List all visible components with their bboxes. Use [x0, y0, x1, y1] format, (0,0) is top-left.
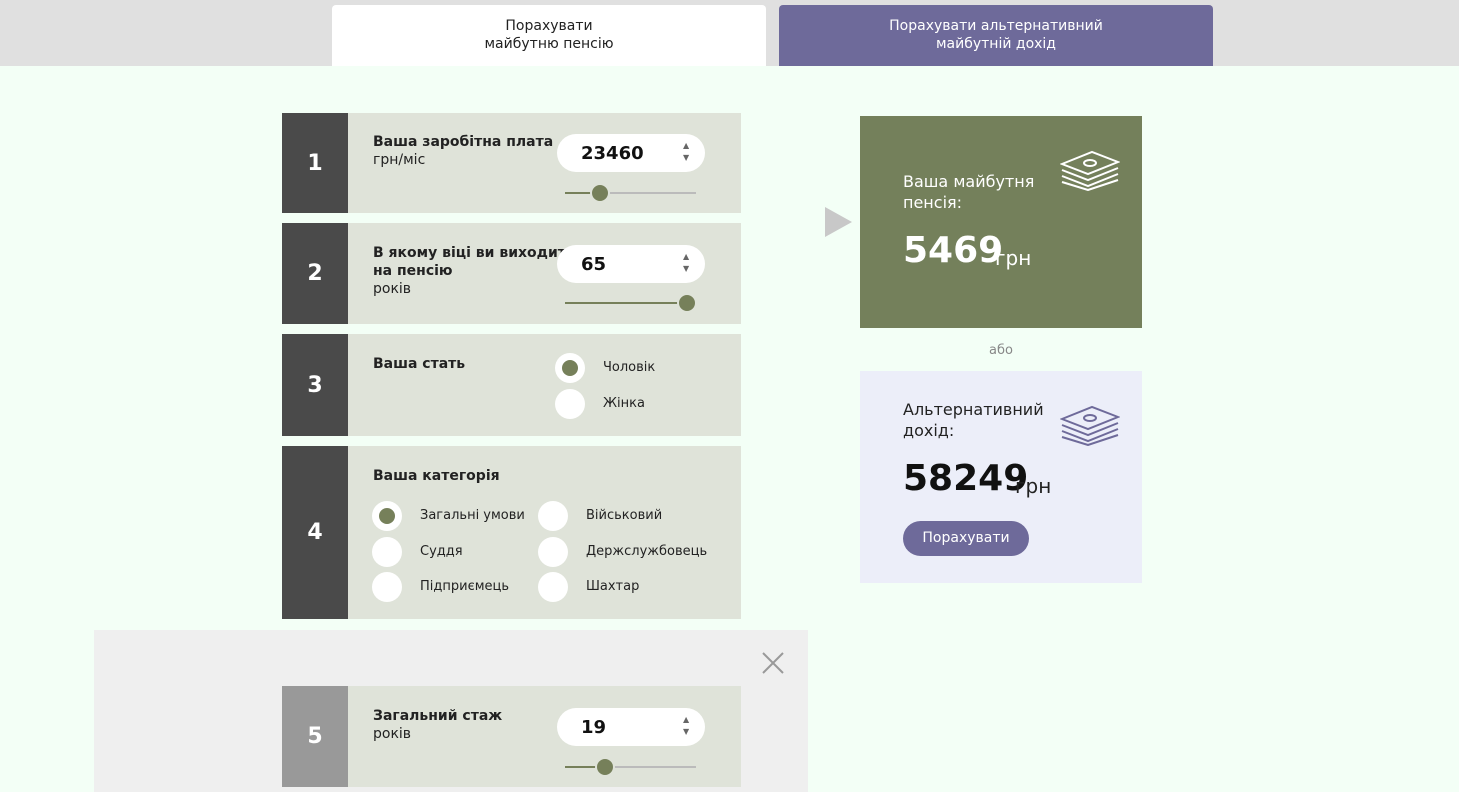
alternative-card: Альтернативний дохід: 58249 грн Порахува…: [860, 371, 1142, 583]
alternative-currency: грн: [1015, 474, 1052, 498]
spinner[interactable]: ▲ ▼: [683, 252, 690, 273]
slider[interactable]: [565, 757, 696, 777]
step-label: Ваша категорія: [373, 468, 500, 484]
input-value: 65: [581, 254, 607, 275]
option-label[interactable]: Держслужбовець: [586, 544, 708, 559]
or-label: або: [989, 343, 1013, 358]
tab-line: майбутню пенсію: [484, 36, 614, 52]
radio[interactable]: [538, 572, 568, 602]
step-label: Ваша стать: [373, 356, 466, 372]
slider[interactable]: [565, 183, 696, 203]
step-number: 3: [282, 334, 348, 436]
pension-amount: 5469: [903, 230, 1004, 271]
step-label: В якому віці ви виходите: [373, 245, 576, 261]
step-card: [348, 334, 741, 436]
number-input[interactable]: 19 ▲ ▼: [557, 708, 705, 746]
alternative-title: дохід:: [903, 421, 955, 440]
arrow: [825, 207, 852, 237]
alternative-amount: 58249: [903, 458, 1029, 499]
step-unit: грн/міс: [373, 152, 426, 168]
radio[interactable]: [555, 353, 585, 383]
option-label[interactable]: Суддя: [420, 544, 463, 559]
close-button[interactable]: [761, 651, 785, 675]
step-number: 5: [282, 686, 348, 787]
slider-thumb[interactable]: [595, 757, 615, 777]
pension-title: пенсія:: [903, 193, 963, 212]
spinner[interactable]: ▲ ▼: [683, 715, 690, 736]
slider-thumb[interactable]: [677, 293, 697, 313]
tab-line: Порахувати альтернативний: [889, 18, 1103, 34]
step-label: Ваша заробітна плата: [373, 134, 554, 150]
step-label: на пенсію: [373, 263, 453, 279]
slider-thumb[interactable]: [590, 183, 610, 203]
pension-title: Ваша майбутня: [903, 172, 1035, 191]
money-icon: [1060, 405, 1120, 446]
number-input[interactable]: 23460 ▲ ▼: [557, 134, 705, 172]
tab-pension[interactable]: Порахувати майбутню пенсію: [332, 5, 766, 66]
option-label[interactable]: Чоловік: [603, 360, 656, 375]
pension-currency: грн: [995, 246, 1032, 270]
number-input[interactable]: 65 ▲ ▼: [557, 245, 705, 283]
slider[interactable]: [565, 293, 697, 313]
money-icon: [1060, 150, 1120, 191]
option-label[interactable]: Військовий: [586, 508, 663, 523]
option-label[interactable]: Жінка: [603, 396, 645, 411]
tab-line: майбутній дохід: [935, 36, 1056, 52]
option-label[interactable]: Шахтар: [586, 579, 640, 594]
tab-line: Порахувати: [505, 18, 593, 34]
radio[interactable]: [372, 501, 402, 531]
pension-card: Ваша майбутня пенсія: 5469 грн: [860, 116, 1142, 328]
input-value: 23460: [581, 143, 644, 164]
radio[interactable]: [538, 537, 568, 567]
radio[interactable]: [555, 389, 585, 419]
step-label: Загальний стаж: [373, 708, 503, 724]
step-unit: років: [373, 726, 412, 742]
option-label[interactable]: Підприємець: [420, 579, 510, 594]
spinner[interactable]: ▲ ▼: [683, 141, 690, 162]
input-value: 19: [581, 717, 607, 738]
step-unit: років: [373, 281, 412, 297]
tab-alternative[interactable]: Порахувати альтернативний майбутній дохі…: [779, 5, 1213, 66]
radio[interactable]: [372, 537, 402, 567]
alternative-title: Альтернативний: [903, 400, 1044, 419]
radio[interactable]: [372, 572, 402, 602]
step-number: 2: [282, 223, 348, 324]
option-label[interactable]: Загальні умови: [420, 508, 525, 523]
calculate-button[interactable]: Порахувати: [903, 521, 1029, 556]
step-number: 4: [282, 446, 348, 619]
step-number: 1: [282, 113, 348, 213]
radio[interactable]: [538, 501, 568, 531]
